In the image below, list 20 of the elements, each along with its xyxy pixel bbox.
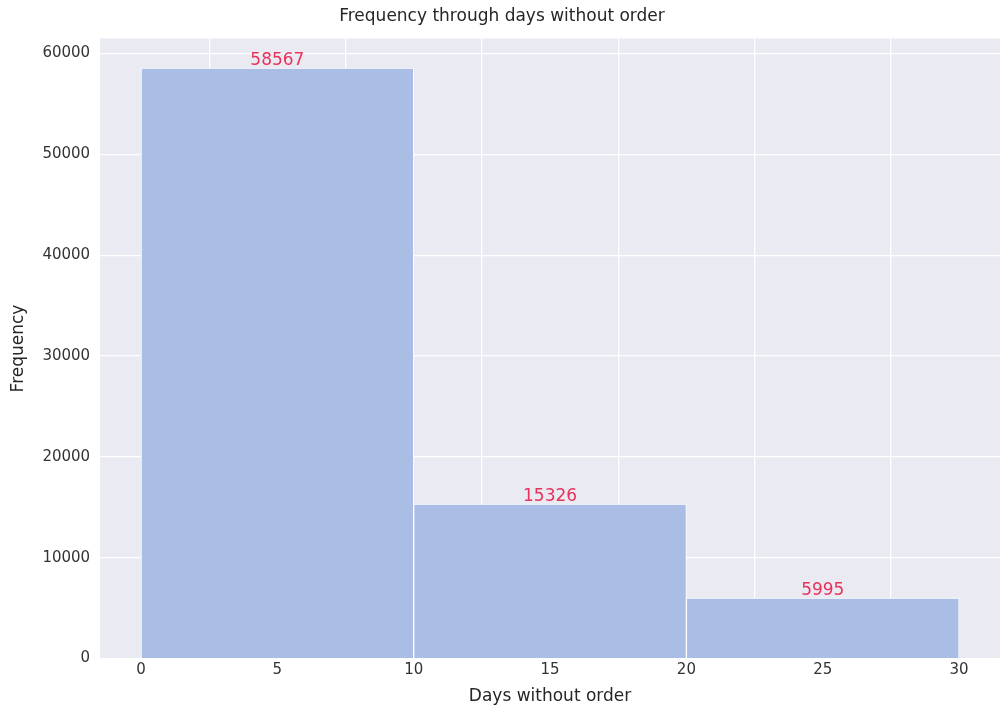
x-tick-label: 15 [540, 660, 560, 679]
x-tick-label: 0 [136, 660, 146, 679]
y-tick-label: 20000 [42, 446, 91, 465]
y-tick-label: 60000 [42, 43, 91, 62]
data-label: 5995 [801, 579, 845, 600]
x-tick-label: 20 [676, 660, 696, 679]
y-tick-label: 50000 [42, 144, 91, 163]
data-label: 15326 [523, 484, 578, 505]
y-axis-title: Frequency [6, 304, 27, 393]
data-label: 58567 [250, 48, 305, 69]
x-axis-title: Days without order [468, 685, 632, 706]
y-tick-label: 40000 [42, 245, 91, 264]
chart-title: Frequency through days without order [339, 4, 665, 25]
x-tick-label: 5 [272, 660, 283, 679]
x-tick-label: 30 [949, 660, 969, 679]
y-tick-label: 10000 [42, 547, 91, 566]
x-tick-label: 25 [813, 660, 833, 679]
y-tick-label: 30000 [42, 345, 91, 364]
y-tick-label: 0 [80, 648, 91, 667]
x-tick-label: 10 [404, 660, 424, 679]
